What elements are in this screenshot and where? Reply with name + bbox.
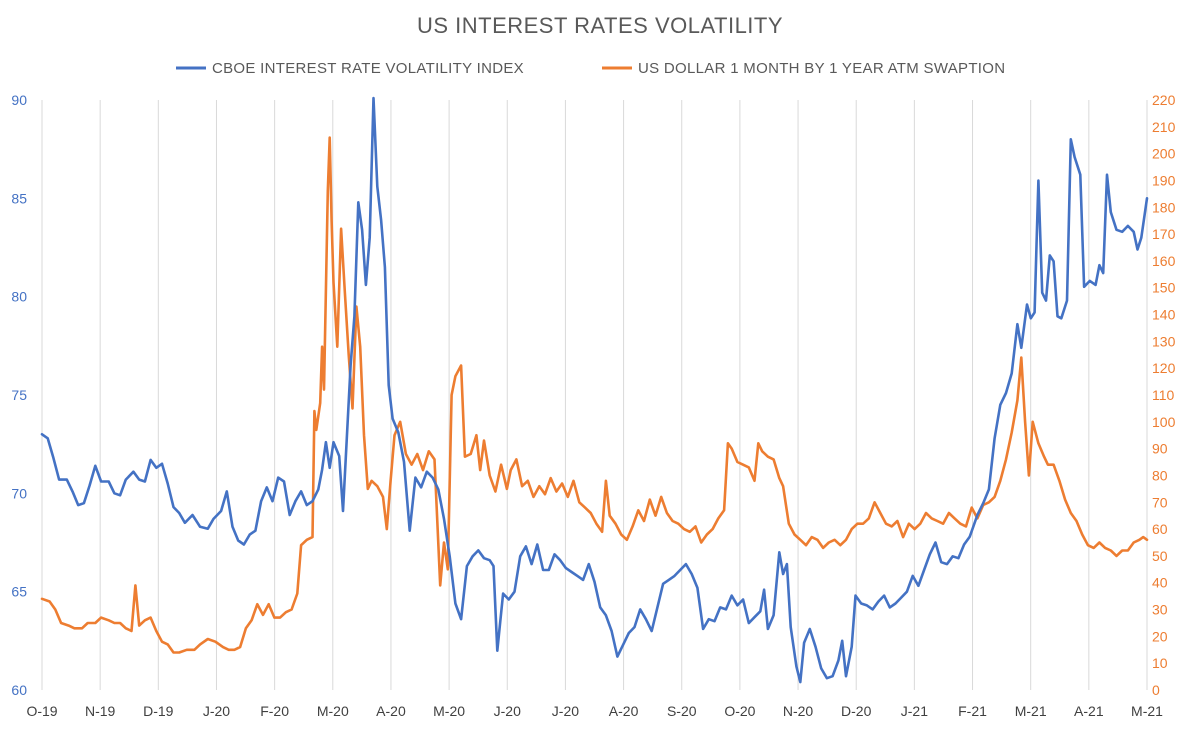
y-right-tick-label: 160 <box>1152 253 1176 269</box>
y-left-tick-label: 75 <box>11 387 27 403</box>
legend-label-orange: US DOLLAR 1 MONTH BY 1 YEAR ATM SWAPTION <box>638 60 1005 77</box>
y-left-tick-label: 80 <box>11 289 27 305</box>
y-left-tick-label: 70 <box>11 485 27 501</box>
x-tick-label: S-20 <box>667 703 697 719</box>
y-right-tick-label: 90 <box>1152 441 1168 457</box>
x-tick-label: A-20 <box>376 703 406 719</box>
x-axis: O-19 N-19 D-19 J-20 F-20 M-20 A-20 M-20 J-20 J-20… <box>26 703 1163 719</box>
x-tick-label: J-20 <box>552 703 579 719</box>
x-tick-label: N-20 <box>783 703 814 719</box>
left-axis: 60 65 70 75 80 85 90 <box>11 92 27 698</box>
y-right-tick-label: 40 <box>1152 575 1168 591</box>
x-tick-label: M-21 <box>1131 703 1163 719</box>
y-left-tick-label: 60 <box>11 682 27 698</box>
y-left-tick-label: 65 <box>11 584 27 600</box>
y-right-tick-label: 30 <box>1152 602 1168 618</box>
y-right-tick-label: 170 <box>1152 226 1176 242</box>
x-tick-label: O-19 <box>26 703 57 719</box>
y-right-tick-label: 140 <box>1152 307 1176 323</box>
y-right-tick-label: 150 <box>1152 280 1176 296</box>
x-tick-label: J-21 <box>901 703 928 719</box>
x-tick-label: O-20 <box>724 703 755 719</box>
y-right-tick-label: 20 <box>1152 628 1168 644</box>
y-right-tick-label: 180 <box>1152 199 1176 215</box>
y-left-tick-label: 90 <box>11 92 27 108</box>
y-right-tick-label: 50 <box>1152 548 1168 564</box>
x-tick-label: M-20 <box>317 703 349 719</box>
x-tick-label: F-21 <box>958 703 987 719</box>
x-tick-label: J-20 <box>494 703 521 719</box>
y-right-tick-label: 60 <box>1152 521 1168 537</box>
grid <box>41 100 1148 690</box>
y-right-tick-label: 100 <box>1152 414 1176 430</box>
y-right-tick-label: 130 <box>1152 333 1176 349</box>
x-tick-label: N-19 <box>85 703 116 719</box>
x-tick-label: D-20 <box>841 703 872 719</box>
chart-title: US INTEREST RATES VOLATILITY <box>417 13 783 38</box>
y-right-tick-label: 210 <box>1152 119 1176 135</box>
y-right-tick-label: 70 <box>1152 494 1168 510</box>
y-right-tick-label: 80 <box>1152 467 1168 483</box>
y-right-tick-label: 0 <box>1152 682 1160 698</box>
legend: CBOE INTEREST RATE VOLATILITY INDEX US D… <box>176 60 1005 77</box>
x-tick-label: F-20 <box>260 703 289 719</box>
right-axis: 0 10 20 30 40 50 60 70 80 90 100 110 120 130 140 150 160… <box>1152 92 1176 698</box>
y-right-tick-label: 110 <box>1152 387 1175 403</box>
y-right-tick-label: 10 <box>1152 655 1168 671</box>
x-tick-label: D-19 <box>143 703 174 719</box>
series-line-swaption <box>40 136 1149 654</box>
x-tick-label: A-21 <box>1074 703 1104 719</box>
y-right-tick-label: 200 <box>1152 146 1176 162</box>
y-right-tick-label: 120 <box>1152 360 1176 376</box>
x-tick-label: J-20 <box>203 703 230 719</box>
legend-label-blue: CBOE INTEREST RATE VOLATILITY INDEX <box>212 60 524 77</box>
y-left-tick-label: 85 <box>11 190 27 206</box>
x-tick-label: M-20 <box>433 703 465 719</box>
x-tick-label: A-20 <box>609 703 639 719</box>
y-right-tick-label: 220 <box>1152 92 1176 108</box>
series-line-cboe-index <box>40 96 1149 684</box>
y-right-tick-label: 190 <box>1152 172 1176 188</box>
x-tick-label: M-21 <box>1015 703 1047 719</box>
series-layer <box>40 96 1149 684</box>
